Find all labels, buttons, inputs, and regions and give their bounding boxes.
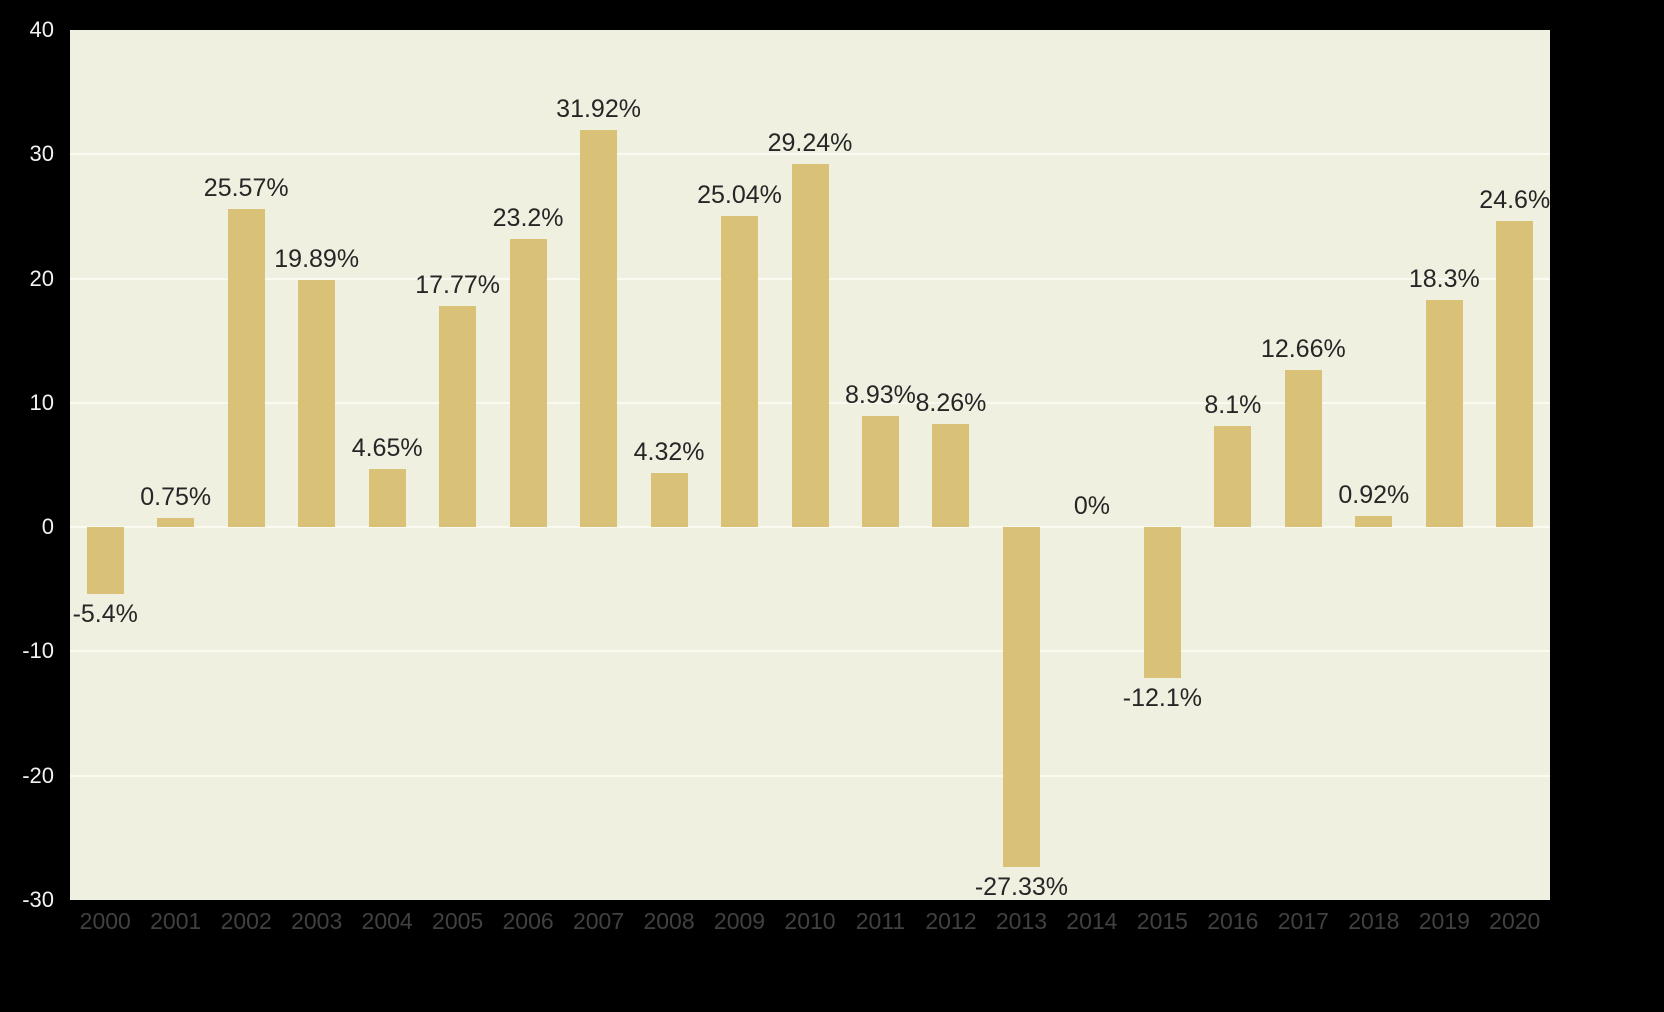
bar-2002 bbox=[227, 209, 265, 528]
x-tick-label: 2011 bbox=[855, 908, 906, 934]
x-tick-label: 2006 bbox=[502, 908, 554, 934]
x-tick-label: 2017 bbox=[1277, 908, 1329, 934]
x-tick-label: 2007 bbox=[572, 908, 625, 934]
y-tick-label: 0 bbox=[41, 514, 54, 540]
x-tick-label: 2008 bbox=[643, 908, 695, 934]
gridline bbox=[70, 774, 1550, 777]
x-tick-label: 2018 bbox=[1348, 908, 1400, 934]
x-tick-label: 2005 bbox=[432, 908, 484, 934]
x-tick-label: 2009 bbox=[713, 908, 766, 934]
plot-area: -5.4% 0.75% 25.57% 19.89% 4.65% 17.77% 23.2% 31… bbox=[70, 30, 1550, 900]
bar-2020 bbox=[1496, 221, 1534, 528]
bar-2001 bbox=[157, 517, 195, 528]
bar-value-label: -12.1% bbox=[1122, 683, 1202, 712]
x-tick-label: 2001 bbox=[150, 908, 202, 934]
bar-value-label: 8.93% bbox=[845, 381, 916, 410]
bar-value-label: 8.1% bbox=[1204, 391, 1262, 420]
bar-2004 bbox=[368, 469, 406, 528]
bar-2018 bbox=[1355, 515, 1393, 528]
bar-value-label: 25.57% bbox=[203, 174, 289, 203]
bar-value-label: 17.77% bbox=[415, 271, 501, 300]
x-tick-label: 2000 bbox=[79, 908, 131, 934]
bar-value-label: 29.24% bbox=[767, 128, 853, 157]
bar-value-label: -27.33% bbox=[974, 872, 1068, 901]
bar-2003 bbox=[298, 279, 336, 528]
x-tick-label: 2019 bbox=[1418, 908, 1470, 934]
x-tick-label: 2020 bbox=[1489, 908, 1541, 934]
bar-2007 bbox=[580, 130, 618, 528]
x-tick-label: 2004 bbox=[361, 908, 413, 934]
gridline bbox=[70, 650, 1550, 653]
y-tick-label: -10 bbox=[22, 638, 54, 664]
bar-2011 bbox=[861, 416, 899, 528]
y-tick-label: 20 bbox=[29, 265, 54, 291]
x-tick-label: 2012 bbox=[925, 908, 977, 934]
y-tick-label: 30 bbox=[29, 141, 54, 167]
bar-value-label: 18.3% bbox=[1408, 264, 1480, 293]
bar-2016 bbox=[1214, 426, 1252, 528]
bar-value-label: 0.75% bbox=[140, 482, 212, 511]
x-tick-label: 2010 bbox=[784, 908, 836, 934]
x-tick-label: 2002 bbox=[220, 908, 272, 934]
y-tick-label: 10 bbox=[29, 389, 54, 415]
x-tick-label: 2003 bbox=[291, 908, 343, 934]
bar-value-label: 19.89% bbox=[274, 244, 360, 273]
bar-2005 bbox=[439, 306, 477, 528]
bar-value-label: 8.26% bbox=[915, 389, 987, 418]
x-tick-label: 2016 bbox=[1207, 908, 1259, 934]
x-tick-label: 2015 bbox=[1136, 908, 1188, 934]
bar-value-label: 31.92% bbox=[556, 95, 641, 124]
bar-value-label: 4.65% bbox=[351, 434, 423, 463]
x-tick-label: 2013 bbox=[995, 908, 1048, 934]
x-tick-label: 2014 bbox=[1066, 908, 1118, 934]
bar-2019 bbox=[1425, 299, 1463, 528]
bar-value-label: 0.92% bbox=[1338, 480, 1410, 509]
bar-value-label: 25.04% bbox=[697, 180, 782, 209]
bar-value-label: 12.66% bbox=[1260, 334, 1346, 363]
bar-value-label: 24.6% bbox=[1479, 186, 1551, 215]
bar-value-label: 0% bbox=[1073, 492, 1110, 521]
bar-value-label: 4.32% bbox=[633, 438, 705, 467]
bar-value-label: -5.4% bbox=[72, 600, 138, 629]
bar-2010 bbox=[791, 163, 829, 528]
bar-2009 bbox=[721, 215, 759, 528]
y-tick-label: 40 bbox=[29, 17, 54, 42]
bar-value-label: 23.2% bbox=[492, 203, 564, 232]
bar-2012 bbox=[932, 424, 970, 528]
bar-2015 bbox=[1143, 527, 1181, 678]
y-tick-label: -20 bbox=[22, 762, 54, 788]
bar-2008 bbox=[650, 473, 688, 528]
bar-2006 bbox=[509, 238, 547, 528]
y-tick-label: -30 bbox=[22, 887, 54, 912]
bar-2017 bbox=[1284, 369, 1322, 528]
bar-2000 bbox=[86, 527, 124, 595]
bar-2013 bbox=[1002, 527, 1040, 867]
